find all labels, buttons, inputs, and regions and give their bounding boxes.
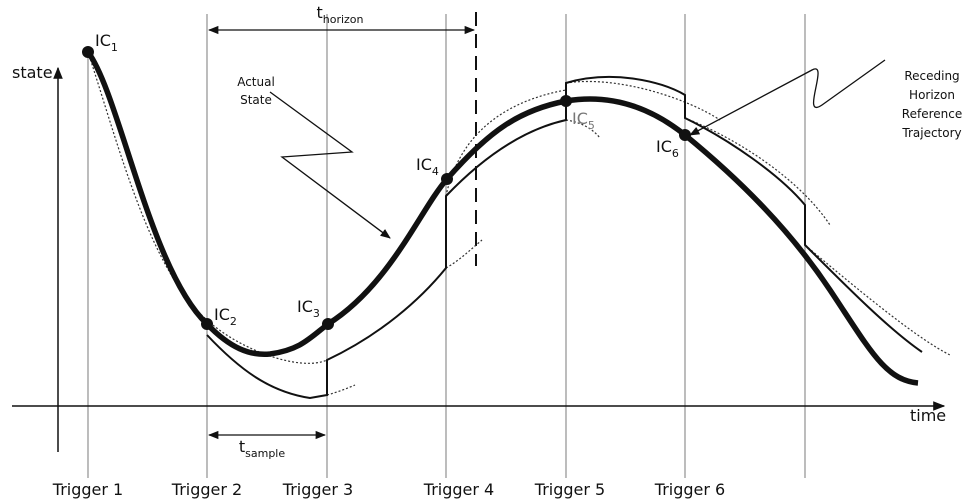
sub-label: IC3 [297,297,320,320]
trigger-label: Trigger 1 [52,480,123,499]
label-sub: 2 [230,315,237,328]
label-sub: 5 [588,119,595,132]
sub-label: thorizon [316,3,363,26]
annotation: Horizon [909,88,955,102]
annotation: Trajectory [901,126,961,140]
sub-label: tsample [239,437,286,460]
trigger-label: Trigger 5 [534,480,605,499]
label-base: t [316,3,322,22]
label-base: IC [572,109,588,128]
actual-state-curve [85,50,919,386]
annotation: Actual [237,75,275,89]
trigger-label: Trigger 2 [171,480,242,499]
reference-trajectories [206,76,923,400]
annotation: Reference [902,107,962,121]
actual-callout [269,91,391,239]
label-base: IC [214,305,230,324]
annotation: State [240,93,272,107]
label-sub: 1 [111,41,118,54]
trigger-label: Trigger 6 [654,480,725,499]
dotted-extensions [87,51,951,396]
label-base: t [239,437,245,456]
sub-label: IC5 [572,109,595,132]
label-base: IC [95,31,111,50]
label-sub: sample [245,447,285,460]
sub-label: IC2 [214,305,237,328]
label-base: IC [297,297,313,316]
y-label: state [12,63,53,82]
annotation: Receding [904,69,959,83]
sub-label: IC1 [95,31,118,54]
trigger-label: Trigger 3 [282,480,353,499]
x-label: time [910,406,946,425]
label-sub: 4 [432,165,439,178]
label-sub: 6 [672,147,679,160]
labels: IC1IC2IC3IC4IC5IC6thorizontsampleTrigger… [52,3,962,499]
sub-label: IC4 [416,155,439,178]
ic-points [82,46,691,330]
trigger-label: Trigger 4 [423,480,494,499]
reference-callout [689,59,886,136]
label-base: IC [656,137,672,156]
label-base: IC [416,155,432,174]
label-sub: 3 [313,307,320,320]
sub-label: IC6 [656,137,679,160]
label-sub: horizon [323,13,364,26]
